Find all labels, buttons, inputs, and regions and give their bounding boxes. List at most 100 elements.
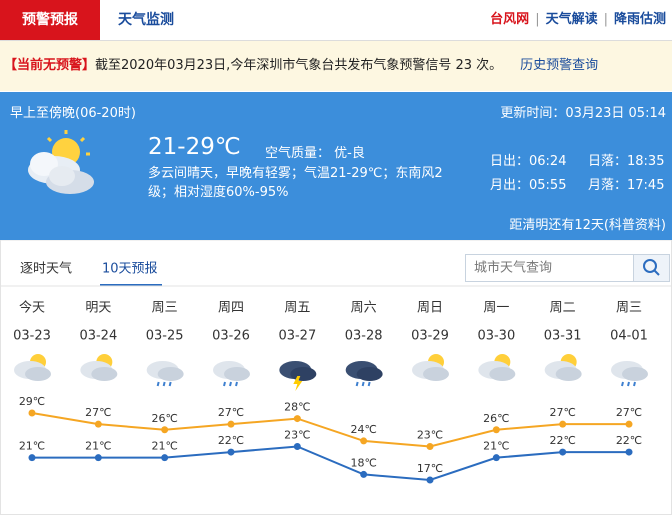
drop (156, 381, 160, 387)
top-bar: 预警预报 天气监测 台风网 | 天气解读 | 降雨估测 (0, 0, 672, 41)
day: 明天 (85, 301, 111, 316)
high-point (28, 409, 36, 417)
low-point (227, 448, 235, 456)
sunset: 日落：18:35 (588, 154, 665, 169)
low-point (426, 476, 434, 484)
low-point (360, 470, 368, 478)
date: 03-23 (13, 329, 51, 344)
high-label: 24℃ (350, 423, 376, 436)
forecast: 逐时天气 10天预报 城市天气查询 今天 03-23 明天 03-24 周三 03-25 周… (0, 240, 672, 515)
update-time: 更新时间：03月23日 05:14 (500, 106, 666, 121)
weather-icon (412, 354, 449, 381)
low-label: 22℃ (549, 434, 575, 447)
day: 周三 (616, 301, 642, 316)
low-point (293, 443, 301, 450)
low-point (28, 454, 36, 462)
high-label: 26℃ (151, 412, 177, 425)
cloud (489, 367, 516, 381)
search-button[interactable] (633, 254, 670, 282)
low-label: 21℃ (483, 440, 509, 453)
high-point (625, 420, 633, 428)
drop (361, 381, 365, 387)
notice-text: 截至2020年03月23日,今年深圳市气象台共发布气象预警信号 23 次。 (95, 58, 503, 73)
drop (355, 381, 359, 387)
date: 03-24 (79, 329, 117, 344)
high-label: 27℃ (616, 406, 642, 419)
date: 03-25 (146, 329, 184, 344)
high-label: 27℃ (549, 406, 575, 419)
low-label: 22℃ (616, 434, 642, 447)
link[interactable]: 降雨估测 (613, 12, 666, 27)
tab[interactable]: 天气监测 (118, 12, 174, 28)
high-point (161, 426, 169, 434)
date: 04-01 (610, 329, 648, 344)
low-label: 21℃ (151, 440, 177, 453)
link[interactable]: 台风网 (490, 12, 530, 27)
high-label: 26℃ (483, 412, 509, 425)
cloud (157, 367, 184, 381)
day: 周四 (218, 301, 244, 316)
cloud (555, 367, 582, 381)
date: 03-30 (477, 329, 515, 344)
moonrise: 月出：05:55 (490, 178, 567, 193)
day: 周一 (483, 301, 509, 316)
high-point (492, 426, 500, 434)
cloud (25, 367, 51, 381)
high-label: 23℃ (417, 429, 443, 442)
high-label: 27℃ (85, 406, 111, 419)
low-point (94, 454, 102, 462)
high-point (94, 420, 102, 428)
drop (162, 381, 166, 387)
history-link[interactable]: 历史预警查询 (520, 58, 599, 73)
date: 03-27 (278, 329, 316, 344)
sunrise: 日出：06:24 (490, 154, 567, 169)
high-line (31, 412, 629, 448)
notice-label: 【当前无预警】 (4, 58, 96, 73)
high-label: 27℃ (218, 406, 244, 419)
low-label: 21℃ (85, 440, 111, 453)
day: 周日 (417, 301, 443, 316)
tab[interactable]: 预警预报 (0, 0, 100, 40)
high-point (360, 437, 368, 445)
low-line (32, 445, 629, 482)
drop (633, 381, 636, 387)
cloud (290, 367, 317, 381)
temperature: 21-29℃ (148, 134, 241, 160)
weather-icon (611, 361, 648, 387)
weather-icon (213, 361, 250, 387)
link[interactable]: 天气解读 (545, 12, 598, 27)
high-point (227, 420, 235, 428)
low-label: 21℃ (19, 440, 45, 453)
high-label: 29℃ (19, 395, 45, 408)
forecast-tab[interactable]: 10天预报 (102, 262, 158, 277)
forecast-tab[interactable]: 逐时天气 (20, 261, 72, 277)
description: 多云间晴天，早晚有轻雾；气温21-29℃；东南风2级；相对湿度60%-95% (148, 166, 443, 200)
day: 周三 (152, 301, 178, 316)
high-label: 28℃ (284, 401, 310, 414)
drop (235, 381, 238, 387)
drop (367, 381, 371, 387)
weather-icon (544, 354, 582, 381)
date: 03-29 (411, 329, 449, 344)
bolt (293, 376, 303, 391)
cloud (622, 367, 648, 381)
cloud (91, 367, 118, 381)
date: 03-28 (345, 329, 383, 344)
low-point (492, 454, 500, 462)
day: 今天 (19, 300, 45, 316)
weather-icon (279, 361, 317, 391)
drop (627, 381, 630, 387)
low-point (559, 448, 567, 456)
drop (229, 381, 232, 387)
high-point (426, 443, 434, 450)
weather-icon (345, 361, 383, 387)
weather-icon (80, 354, 118, 381)
period: 早上至傍晚(06-20时) (10, 106, 136, 121)
countdown[interactable]: 距清明还有12天(科普资料) (509, 218, 666, 233)
moonset: 月落：17:45 (588, 178, 665, 193)
low-label: 17℃ (417, 462, 443, 475)
weather-icon (146, 361, 184, 387)
low-label: 23℃ (284, 429, 310, 442)
low-point (625, 448, 633, 456)
